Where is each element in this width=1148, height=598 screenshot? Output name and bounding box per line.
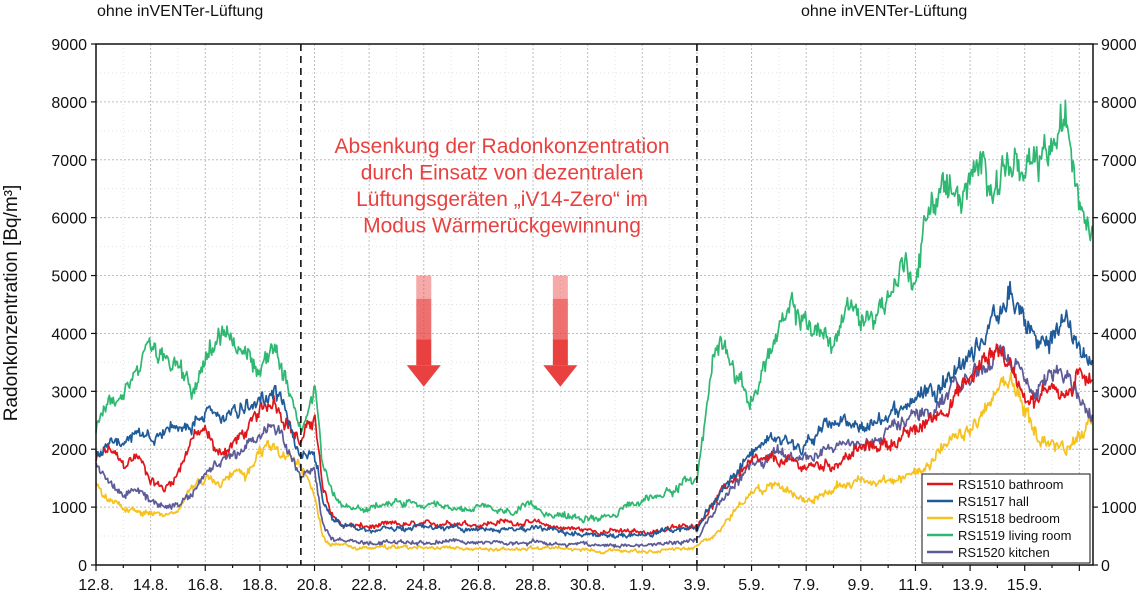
- y-tick-label: 4000: [1101, 326, 1137, 343]
- y-tick-label: 0: [1101, 558, 1110, 575]
- series-line-rs1519-living-room: [95, 99, 1094, 524]
- y-tick-label: 7000: [51, 153, 87, 170]
- down-arrow: [406, 275, 441, 387]
- y-tick-label: 6000: [1101, 211, 1137, 228]
- y-tick-label: 1000: [51, 500, 87, 517]
- annotation-line: Modus Wärmerückgewinnung: [363, 215, 641, 238]
- legend-label: RS1510 bathroom: [958, 477, 1064, 492]
- series-layer: [95, 99, 1094, 555]
- plot-frame: [95, 43, 1094, 566]
- y-tick-label: 5000: [51, 269, 87, 286]
- legend-label: RS1517 hall: [958, 494, 1029, 509]
- x-tick-label: 11.9.: [898, 577, 932, 594]
- legend: RS1510 bathroom RS1517 hall RS1518 bedroom…: [921, 473, 1091, 564]
- series-line-rs1517-hall: [95, 280, 1094, 539]
- x-tick-label: 9.9.: [847, 577, 874, 594]
- phase-label-right: ohne inVENTer-Lüftung: [801, 3, 967, 20]
- x-tick-label: 18.8.: [242, 577, 278, 594]
- x-tick-label: 28.8.: [515, 577, 551, 594]
- y-axis-label: Radonkonzentration [Bq/m³]: [1, 185, 22, 422]
- x-tick-label: 22.8.: [351, 577, 387, 594]
- x-tick-label: 3.9.: [684, 577, 711, 594]
- series-line-rs1520-kitchen: [95, 344, 1094, 549]
- x-tick-label: 7.9.: [793, 577, 820, 594]
- y-tick-label: 1000: [1101, 500, 1137, 517]
- x-tick-label: 5.9.: [738, 577, 765, 594]
- y-tick-label: 6000: [51, 211, 87, 228]
- phase-label-left: ohne inVENTer-Lüftung: [97, 3, 263, 20]
- x-tick-label: 20.8.: [297, 577, 333, 594]
- y-tick-label: 5000: [1101, 269, 1137, 286]
- y-tick-label: 3000: [51, 384, 87, 401]
- grid: [95, 43, 1093, 566]
- legend-label: RS1519 living room: [958, 528, 1071, 543]
- y-tick-label: 7000: [1101, 153, 1137, 170]
- legend-label: RS1518 bedroom: [958, 511, 1060, 526]
- down-arrow: [543, 275, 578, 387]
- y-axis-right: 0 1000 2000 3000 4000 5000 6000 7000 8000 9000: [1093, 37, 1137, 575]
- x-tick-label: 30.8.: [570, 577, 606, 594]
- x-tick-label: 12.8.: [78, 577, 114, 594]
- series-line-rs1518-bedroom: [95, 371, 1093, 555]
- y-axis-left: 0 1000 2000 3000 4000 5000 6000 7000 8000 9000: [51, 37, 96, 575]
- y-tick-label: 4000: [51, 326, 87, 343]
- x-tick-label: 16.8.: [187, 577, 223, 594]
- x-tick-label: 24.8.: [406, 577, 442, 594]
- y-tick-label: 0: [78, 558, 87, 575]
- y-tick-label: 2000: [51, 442, 87, 459]
- y-tick-label: 8000: [51, 95, 87, 112]
- series-line-rs1510-bathroom: [95, 343, 1093, 537]
- legend-label: RS1520 kitchen: [958, 545, 1050, 560]
- y-tick-label: 2000: [1101, 442, 1137, 459]
- annotation-line: Lüftungsgeräten „iV14-Zero“ im: [356, 188, 648, 211]
- x-tick-label: 13.9.: [952, 577, 988, 594]
- annotation-line: Absenkung der Radonkonzentration: [334, 135, 669, 158]
- x-tick-label: 14.8.: [133, 577, 169, 594]
- x-axis: 12.8. 14.8. 16.8. 18.8. 20.8. 22.8. 24.8. 26.8.…: [78, 565, 1080, 594]
- y-tick-label: 9000: [1101, 37, 1137, 54]
- x-tick-label: 1.9.: [629, 577, 656, 594]
- y-tick-label: 9000: [51, 37, 87, 54]
- annotation-line: durch Einsatz von dezentralen: [361, 162, 644, 185]
- x-tick-label: 15.9.: [1007, 577, 1043, 594]
- x-tick-label: 26.8.: [461, 577, 497, 594]
- y-tick-label: 8000: [1101, 95, 1137, 112]
- annotation: Absenkung der Radonkonzentration durch Ei…: [334, 135, 670, 387]
- phase-boundaries: [300, 44, 698, 565]
- y-tick-label: 3000: [1101, 384, 1137, 401]
